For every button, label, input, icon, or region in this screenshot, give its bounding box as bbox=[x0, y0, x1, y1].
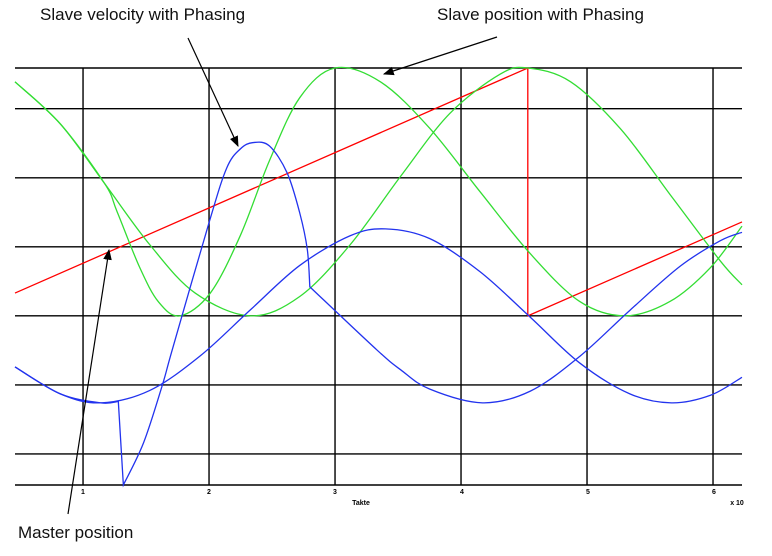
x-axis-label: Takte bbox=[352, 500, 370, 507]
series-line-slave-velocity bbox=[14, 228, 743, 404]
annotation-master-position: Master position bbox=[18, 523, 133, 542]
series-line-slave-velocity-phasing bbox=[14, 141, 743, 488]
x-tick-label: 6 bbox=[712, 489, 716, 496]
x-axis-multiplier: x 10 bbox=[730, 500, 744, 507]
annotation-arrow-master-position bbox=[67, 248, 112, 515]
series-line-slave-position bbox=[14, 66, 743, 317]
series-group bbox=[14, 66, 743, 488]
x-tick-label: 5 bbox=[586, 489, 590, 496]
grid bbox=[15, 67, 742, 486]
annotation-arrow-slave-position bbox=[382, 36, 498, 76]
annotation-arrow-slave-velocity bbox=[187, 37, 239, 147]
annotation-slave-position: Slave position with Phasing bbox=[437, 5, 644, 24]
annotation-slave-velocity: Slave velocity with Phasing bbox=[40, 5, 245, 24]
x-tick-label: 3 bbox=[333, 489, 337, 496]
series-line-slave-position-phasing bbox=[14, 66, 743, 317]
x-tick-label: 2 bbox=[207, 489, 211, 496]
x-tick-label: 4 bbox=[460, 489, 464, 496]
x-tick-label: 1 bbox=[81, 489, 85, 496]
x-tick-labels: 1 2 3 4 5 6 bbox=[81, 489, 716, 496]
series-line-master bbox=[14, 67, 743, 317]
